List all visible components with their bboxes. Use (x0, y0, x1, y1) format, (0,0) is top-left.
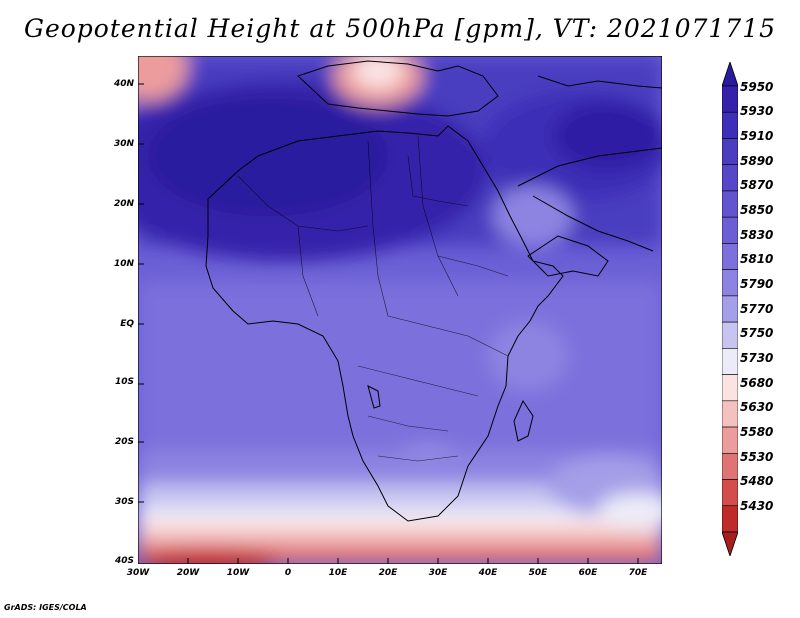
colorbar-label-5890: 5890 (740, 154, 774, 168)
contour-fill (138, 56, 662, 564)
colorbar-label-5430: 5430 (740, 499, 774, 513)
colorbar-swatch (722, 295, 738, 323)
axis-ticks (138, 83, 639, 564)
lon-label-0: 0 (284, 568, 292, 578)
lake (367, 385, 381, 409)
lon-label-40e: 40E (478, 568, 498, 578)
colorbar-swatch (722, 164, 738, 192)
colorbar-label-5810: 5810 (740, 252, 774, 266)
lon-label-50e: 50E (528, 568, 548, 578)
grads-credit: GrADS: IGES/COLA (4, 603, 87, 612)
colorbar-swatch (722, 400, 738, 428)
colorbar-swatch (722, 452, 738, 480)
lat-label-10n: 10N (113, 259, 134, 269)
colorbar-swatches (722, 62, 738, 556)
colorbar-swatch (722, 216, 738, 244)
colorbar-swatch (722, 374, 738, 402)
lon-label-10e: 10E (328, 568, 348, 578)
lat-label-20n: 20N (113, 199, 134, 209)
lat-label-40s: 40S (114, 556, 134, 566)
middle-east-coast (517, 147, 662, 187)
colorbar-label-5530: 5530 (740, 450, 774, 464)
madagascar (513, 399, 534, 442)
lat-label-20s: 20S (114, 437, 134, 447)
colorbar-label-5750: 5750 (740, 326, 774, 340)
europe-coast (297, 60, 499, 117)
caspian-area (537, 75, 662, 89)
lon-label-10w: 10W (226, 568, 250, 578)
coastlines (205, 60, 662, 522)
colorbar-swatch (722, 190, 738, 218)
colorbar-swatch (722, 243, 738, 270)
colorbar-swatch (722, 321, 738, 349)
lat-label-30n: 30N (113, 139, 134, 149)
colorbar-swatch (722, 269, 738, 297)
colorbar-label-5730: 5730 (740, 351, 774, 365)
colorbar-label-5950: 5950 (740, 80, 774, 94)
colorbar-label-5870: 5870 (740, 178, 774, 192)
lat-label-30s: 30S (114, 497, 134, 507)
colorbar-label-5580: 5580 (740, 425, 774, 439)
map-title: Geopotential Height at 500hPa [gpm], VT:… (23, 14, 777, 43)
colorbar-label-5680: 5680 (740, 376, 774, 390)
borders (237, 135, 509, 462)
colorbar-label-5480: 5480 (740, 474, 774, 488)
colorbar-swatch (722, 505, 738, 533)
map-panel (138, 56, 662, 564)
colorbar-label-5770: 5770 (740, 302, 774, 316)
colorbar-bottom-arrow (722, 531, 738, 556)
colorbar-swatch (722, 426, 738, 454)
arabia-coast (532, 195, 654, 252)
lon-label-60e: 60E (578, 568, 598, 578)
colorbar-label-5910: 5910 (740, 129, 774, 143)
geopotential-map (138, 56, 662, 564)
colorbar-swatch (722, 111, 738, 139)
arabian-peninsula (527, 235, 609, 277)
colorbar-swatch (722, 479, 738, 507)
africa-outline (205, 125, 564, 522)
colorbar-label-5790: 5790 (740, 277, 774, 291)
lon-label-20w: 20W (176, 568, 200, 578)
colorbar (722, 62, 738, 556)
colorbar-label-5930: 5930 (740, 104, 774, 118)
colorbar-label-5630: 5630 (740, 400, 774, 414)
lon-label-70e: 70E (628, 568, 648, 578)
colorbar-top-arrow (722, 62, 738, 87)
colorbar-swatch (722, 138, 738, 166)
lat-label-40n: 40N (113, 79, 134, 89)
colorbar-label-5830: 5830 (740, 228, 774, 242)
lat-label-eq: EQ (120, 319, 134, 329)
colorbar-swatch (722, 85, 738, 113)
lon-label-30w: 30W (126, 568, 150, 578)
colorbar-label-5850: 5850 (740, 203, 774, 217)
colorbar-swatch (722, 348, 738, 375)
lon-label-20e: 20E (378, 568, 398, 578)
lat-label-10s: 10S (114, 377, 134, 387)
lon-label-30e: 30E (428, 568, 448, 578)
